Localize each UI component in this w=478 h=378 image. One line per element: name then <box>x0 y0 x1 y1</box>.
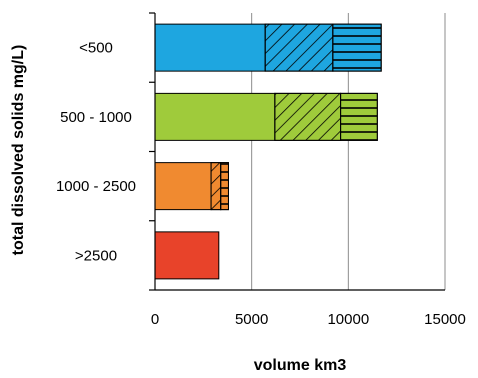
category-label-3: >2500 <box>75 247 117 264</box>
bar-2-segment-0 <box>154 162 212 211</box>
category-label-2: 1000 - 2500 <box>56 178 136 195</box>
bar-0-segment-1-hatch <box>264 23 334 72</box>
bar-0-segment-2-hatch <box>332 23 382 72</box>
category-label-0: <500 <box>79 40 113 57</box>
y-axis-title: total dissolved solids mg/L) <box>10 45 27 256</box>
x-tick-label-5000: 5000 <box>235 311 268 328</box>
category-label-1: 500 - 1000 <box>60 109 132 126</box>
bar-0-segment-0 <box>154 23 266 72</box>
axes <box>149 12 445 291</box>
x-tick-label-0: 0 <box>151 311 159 328</box>
bar-2-segment-1-hatch <box>210 162 222 211</box>
bars <box>154 23 382 280</box>
tick-labels: 0 5000 10000 15000 <500 500 - 1000 1000 - 2500… <box>56 40 466 328</box>
bar-1-segment-1-hatch <box>274 92 342 141</box>
bar-3-segment-0 <box>154 231 220 280</box>
x-axis-title: volume km3 <box>254 357 347 374</box>
x-tick-label-10000: 10000 <box>327 311 369 328</box>
bar-1-segment-2-hatch <box>340 92 378 141</box>
bar-1-segment-0 <box>154 92 276 141</box>
bar-2-segment-2-hatch <box>220 162 229 211</box>
x-tick-label-15000: 15000 <box>424 311 466 328</box>
